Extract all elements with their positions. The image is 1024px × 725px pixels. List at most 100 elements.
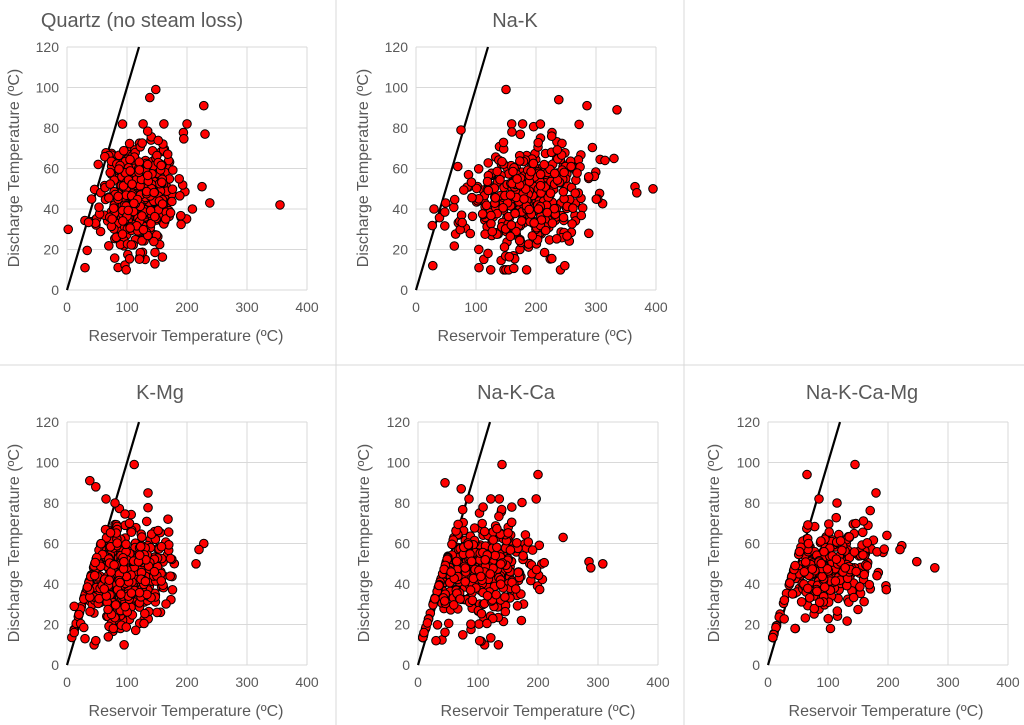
- y-tick-label: 80: [744, 495, 760, 511]
- reference-line-group: [65, 46, 141, 291]
- x-tick-label: 200: [524, 299, 548, 315]
- x-tick-label: 300: [235, 299, 259, 315]
- data-point: [69, 601, 79, 612]
- y-tick-label: 20: [392, 242, 408, 258]
- data-point: [126, 240, 137, 250]
- data-point: [109, 253, 120, 263]
- data-point: [467, 211, 478, 222]
- data-point: [859, 596, 869, 607]
- y-tick-label: 0: [402, 657, 410, 673]
- data-point: [110, 600, 121, 610]
- x-tick-label: 300: [936, 674, 960, 690]
- y-tick-label: 80: [392, 120, 408, 136]
- data-point: [453, 161, 463, 172]
- y-tick-label: 0: [400, 282, 408, 298]
- y-tick-label: 120: [737, 414, 761, 430]
- y-tick-labels: 0 20 40 60 80 100 120: [36, 39, 60, 298]
- data-points: [63, 84, 285, 275]
- data-point: [816, 536, 826, 546]
- data-point: [535, 119, 546, 129]
- data-point: [587, 142, 598, 153]
- data-point: [799, 567, 810, 577]
- y-tick-labels: 0 20 40 60 80 100 120: [387, 414, 411, 673]
- data-point: [819, 546, 829, 557]
- x-tick-labels: 0 100 200 300 400: [63, 299, 319, 315]
- data-point: [482, 591, 493, 601]
- data-point: [648, 184, 658, 194]
- data-point: [447, 539, 457, 550]
- y-tick-label: 20: [394, 617, 410, 633]
- data-point: [539, 159, 550, 170]
- data-point: [121, 539, 131, 550]
- data-point: [505, 190, 516, 200]
- data-point: [165, 571, 175, 582]
- x-tick-label: 100: [115, 299, 139, 315]
- x-tick-label: 200: [876, 674, 900, 690]
- data-point: [179, 134, 189, 144]
- data-point: [99, 584, 109, 594]
- data-point: [515, 129, 526, 140]
- data-point: [560, 260, 570, 271]
- y-tick-label: 40: [43, 576, 59, 592]
- x-tick-label: 400: [295, 674, 319, 690]
- y-tick-label: 80: [43, 120, 59, 136]
- data-point: [167, 585, 178, 595]
- data-point: [108, 623, 119, 634]
- data-point: [486, 494, 496, 504]
- data-point: [493, 640, 504, 650]
- data-point: [142, 126, 153, 136]
- data-point: [802, 469, 812, 480]
- y-axis-label: Discharge Temperature (ºC): [6, 69, 23, 268]
- y-axis-label: Discharge Temperature (ºC): [356, 444, 373, 643]
- y-axis-label: Discharge Temperature (ºC): [706, 444, 723, 643]
- data-point: [837, 545, 847, 556]
- chart-panel-na-k: Na-K 0 20 40 60 80 100 120 0 100 200 300 400 Reser…: [355, 10, 668, 345]
- data-point: [125, 223, 135, 233]
- data-point: [167, 196, 177, 207]
- data-point: [559, 167, 569, 178]
- data-point: [160, 214, 171, 224]
- data-point: [150, 259, 160, 269]
- data-point: [768, 632, 778, 643]
- data-point: [474, 262, 484, 273]
- data-point: [187, 204, 198, 214]
- data-point: [503, 528, 513, 538]
- data-point: [632, 188, 642, 198]
- data-point: [465, 585, 476, 595]
- data-point: [609, 153, 619, 164]
- data-point: [91, 482, 101, 492]
- data-point: [86, 194, 97, 204]
- data-point: [521, 265, 532, 275]
- data-point: [119, 556, 129, 567]
- data-point: [830, 576, 841, 586]
- x-tick-label: 100: [464, 299, 488, 315]
- data-point: [853, 604, 863, 615]
- data-point: [124, 253, 135, 264]
- data-point: [486, 218, 496, 229]
- data-point: [100, 151, 110, 162]
- data-point: [515, 156, 525, 166]
- data-point: [533, 204, 544, 214]
- data-point: [117, 119, 128, 129]
- data-point: [156, 541, 167, 552]
- data-point: [879, 544, 890, 554]
- data-point: [446, 567, 456, 577]
- x-tick-label: 400: [646, 674, 670, 690]
- reference-line-group: [414, 46, 490, 291]
- data-point: [542, 207, 553, 218]
- data-point: [523, 537, 534, 547]
- data-point: [82, 582, 93, 592]
- data-point: [824, 527, 835, 537]
- reference-line-1-to-1: [65, 46, 141, 291]
- data-point: [516, 615, 527, 626]
- data-point: [558, 186, 569, 197]
- data-point: [842, 616, 852, 626]
- data-point: [162, 149, 173, 159]
- data-point: [460, 577, 471, 587]
- data-point: [143, 488, 153, 498]
- data-point: [113, 191, 123, 202]
- data-point: [494, 511, 504, 522]
- data-point: [549, 168, 560, 179]
- data-point: [480, 555, 491, 565]
